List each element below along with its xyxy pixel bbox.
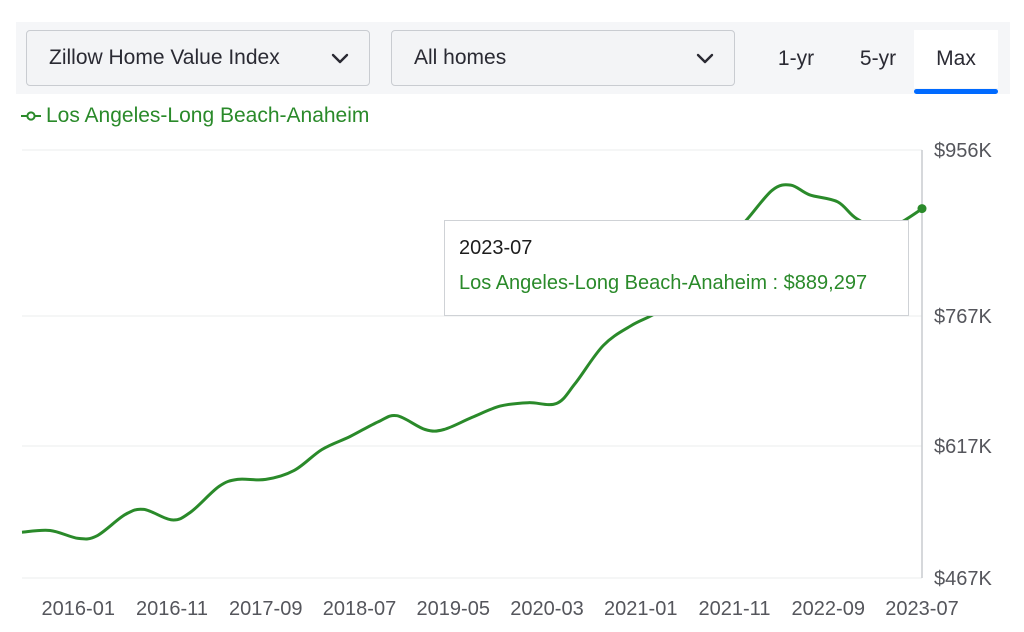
tooltip-separator: : [767,272,784,294]
tooltip-value-line: Los Angeles-Long Beach-Anaheim : $889,29… [459,272,894,295]
chart-toolbar: Zillow Home Value Index All homes 1-yr 5… [16,22,1010,94]
y-axis-labels: $956K $767K $617K $467K [934,140,992,590]
x-tick-label: 2023-07 [885,598,958,620]
x-tick-label: 2016-01 [42,598,115,620]
range-1yr-button[interactable]: 1-yr [777,47,815,70]
tooltip-series-name: Los Angeles-Long Beach-Anaheim [459,272,767,294]
x-tick-label: 2021-01 [604,598,677,620]
chart-tooltip: 2023-07 Los Angeles-Long Beach-Anaheim :… [444,220,909,316]
x-tick-label: 2017-09 [229,598,302,620]
grid [22,149,922,579]
x-axis-labels: 2016-01 2016-11 2017-09 2018-07 2019-05 2020-… [42,598,959,620]
range-max-button[interactable]: Max [914,30,998,94]
x-tick-label: 2018-07 [323,598,396,620]
home-type-dropdown[interactable]: All homes [391,30,735,86]
y-tick-label: $956K [934,140,992,162]
metric-dropdown[interactable]: Zillow Home Value Index [26,30,370,86]
series-layer [21,183,927,541]
highlighted-data-point[interactable] [917,204,927,214]
home-type-dropdown-label: All homes [414,46,507,69]
x-tick-label: 2022-09 [792,598,865,620]
chevron-down-icon [331,53,349,64]
x-tick-label: 2016-11 [136,598,208,620]
y-tick-label: $767K [934,306,992,328]
y-tick-label: $617K [934,436,992,458]
tooltip-date: 2023-07 [459,237,533,259]
legend-line-marker-icon [21,111,41,121]
tooltip-value: $889,297 [783,272,868,294]
series-line-los-angeles[interactable] [21,183,923,541]
x-tick-label: 2020-03 [510,598,583,620]
chevron-down-icon [696,53,714,64]
legend-series-label: Los Angeles-Long Beach-Anaheim [46,104,370,127]
range-5yr-button[interactable]: 5-yr [859,47,897,70]
chart-legend[interactable]: Los Angeles-Long Beach-Anaheim [20,104,369,128]
metric-dropdown-label: Zillow Home Value Index [49,46,280,69]
x-tick-label: 2019-05 [417,598,490,620]
y-tick-label: $467K [934,568,992,590]
x-tick-label: 2021-11 [699,598,771,620]
